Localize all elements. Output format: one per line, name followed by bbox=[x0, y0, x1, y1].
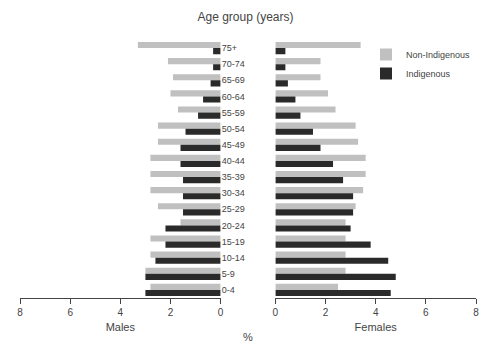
svg-text:Age group (years): Age group (years) bbox=[197, 10, 293, 24]
svg-text:60-64: 60-64 bbox=[222, 92, 245, 102]
svg-text:2: 2 bbox=[323, 307, 329, 318]
svg-text:45-49: 45-49 bbox=[222, 140, 245, 150]
svg-text:20-24: 20-24 bbox=[222, 221, 245, 231]
svg-text:50-54: 50-54 bbox=[222, 124, 245, 134]
svg-text:0: 0 bbox=[218, 307, 224, 318]
svg-text:0: 0 bbox=[273, 307, 279, 318]
svg-text:6: 6 bbox=[67, 307, 73, 318]
svg-text:4: 4 bbox=[118, 307, 124, 318]
svg-text:40-44: 40-44 bbox=[222, 156, 245, 166]
svg-text:15-19: 15-19 bbox=[222, 237, 245, 247]
svg-text:10-14: 10-14 bbox=[222, 253, 245, 263]
svg-text:65-69: 65-69 bbox=[222, 75, 245, 85]
svg-text:75+: 75+ bbox=[222, 43, 237, 53]
svg-text:%: % bbox=[243, 331, 253, 343]
svg-text:55-59: 55-59 bbox=[222, 108, 245, 118]
svg-text:30-34: 30-34 bbox=[222, 188, 245, 198]
svg-text:4: 4 bbox=[373, 307, 379, 318]
svg-text:6: 6 bbox=[423, 307, 429, 318]
svg-text:25-29: 25-29 bbox=[222, 204, 245, 214]
svg-text:Females: Females bbox=[355, 321, 398, 333]
svg-text:2: 2 bbox=[168, 307, 174, 318]
svg-text:8: 8 bbox=[17, 307, 23, 318]
svg-text:Indigenous: Indigenous bbox=[406, 69, 451, 79]
svg-text:0-4: 0-4 bbox=[222, 285, 235, 295]
svg-text:8: 8 bbox=[473, 307, 479, 318]
svg-text:70-74: 70-74 bbox=[222, 59, 245, 69]
svg-text:Males: Males bbox=[106, 321, 136, 333]
svg-text:Non-Indigenous: Non-Indigenous bbox=[406, 50, 470, 60]
svg-text:35-39: 35-39 bbox=[222, 172, 245, 182]
svg-text:5-9: 5-9 bbox=[222, 269, 235, 279]
